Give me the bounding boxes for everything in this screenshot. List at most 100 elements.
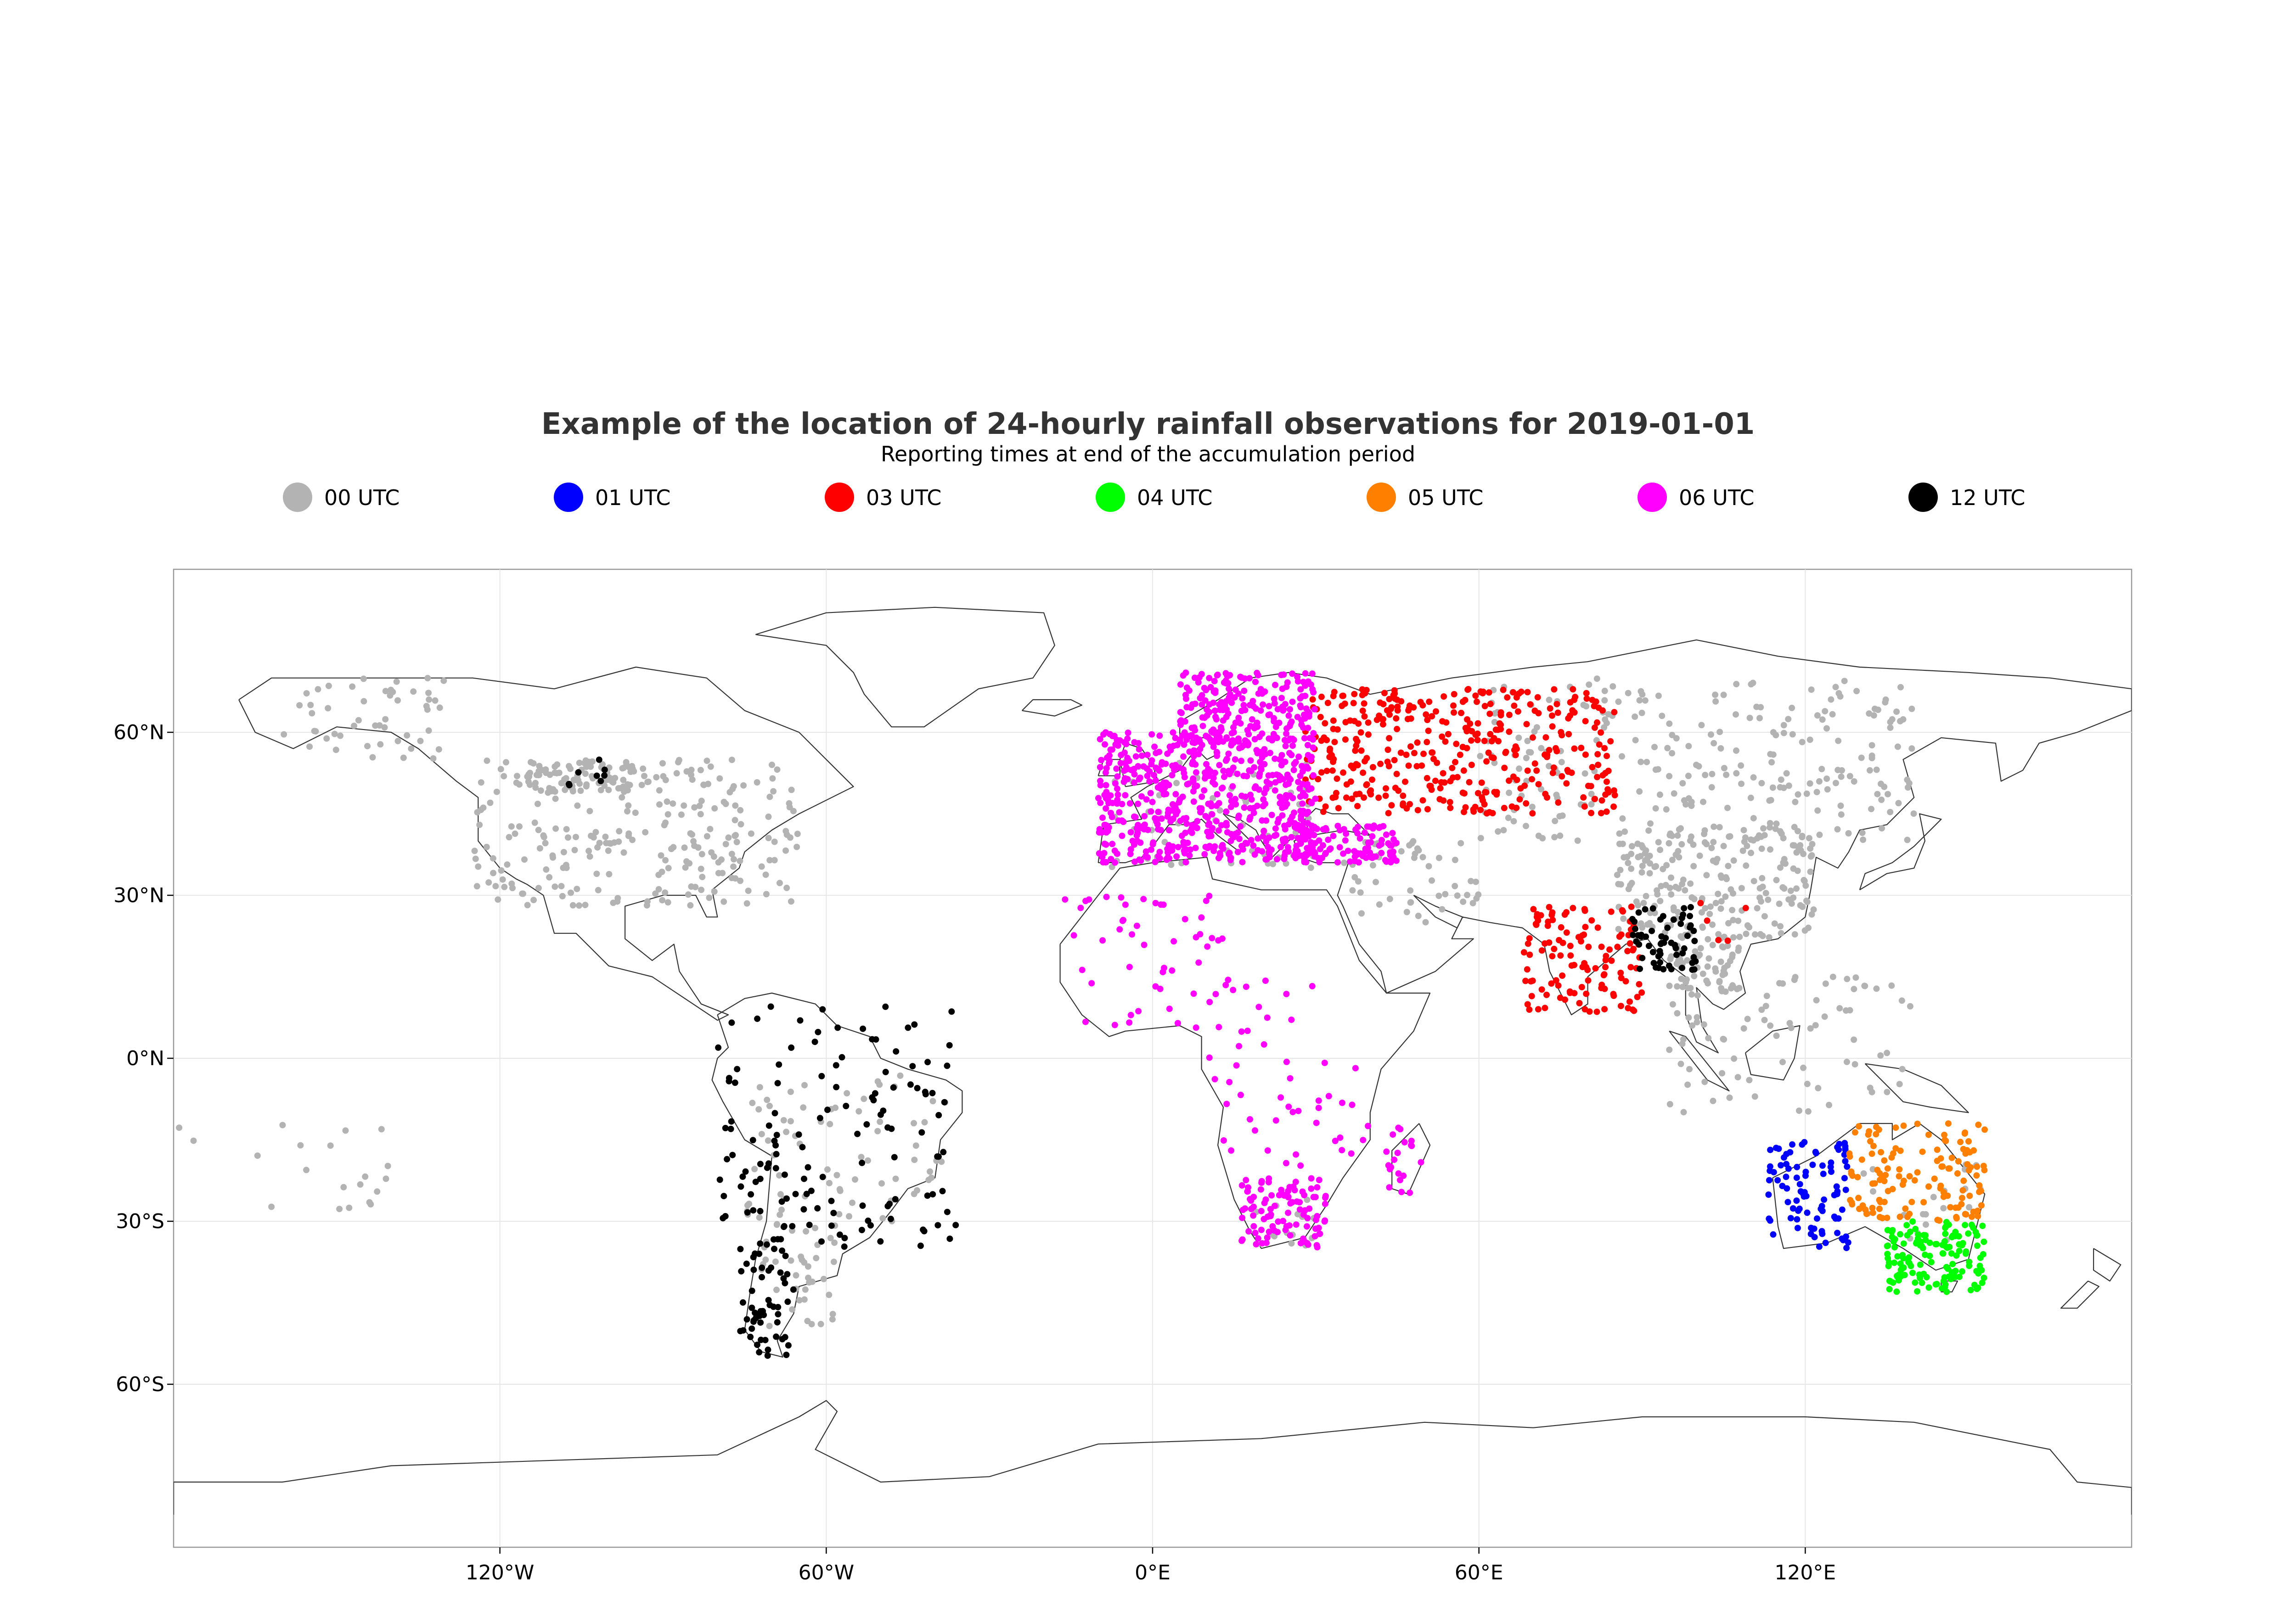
station-point <box>1318 693 1325 700</box>
station-point <box>1171 767 1178 773</box>
station-point <box>743 1260 750 1267</box>
station-point <box>727 1125 734 1132</box>
station-point <box>1192 844 1199 851</box>
station-point <box>1193 782 1200 789</box>
station-point <box>1761 1016 1768 1023</box>
station-point <box>1282 737 1288 743</box>
station-point <box>323 735 330 742</box>
station-point <box>1649 905 1656 912</box>
station-point <box>1265 772 1272 779</box>
station-point <box>1388 842 1395 849</box>
station-point <box>1211 708 1218 714</box>
station-point <box>1703 977 1710 984</box>
station-point <box>1365 844 1372 851</box>
station-point <box>1255 835 1261 842</box>
station-point <box>1805 1108 1812 1115</box>
station-point <box>1655 839 1662 846</box>
station-point <box>1269 1223 1276 1230</box>
station-point <box>1942 1223 1949 1230</box>
station-point <box>1526 1006 1533 1013</box>
station-point <box>1099 937 1106 944</box>
station-point <box>1310 736 1317 743</box>
station-point <box>708 849 715 856</box>
station-point <box>1885 791 1891 797</box>
station-point <box>619 765 626 772</box>
station-point <box>542 766 549 773</box>
station-point <box>1885 1242 1891 1249</box>
station-point <box>1176 738 1183 745</box>
station-point <box>1350 765 1357 772</box>
station-point <box>1874 791 1881 797</box>
station-point <box>1601 697 1608 704</box>
station-point <box>757 1319 764 1326</box>
station-point <box>1700 1021 1707 1028</box>
station-point <box>1334 859 1341 866</box>
station-point <box>670 844 677 851</box>
station-point <box>722 1125 729 1131</box>
station-point <box>1172 735 1179 741</box>
station-point <box>911 1021 918 1028</box>
station-point <box>1250 1223 1257 1230</box>
station-point <box>1283 801 1290 808</box>
station-point <box>1280 1218 1287 1224</box>
station-point <box>336 1206 343 1213</box>
legend-label-0: 00 UTC <box>324 485 400 510</box>
station-point <box>794 831 801 837</box>
station-point <box>1148 761 1155 768</box>
station-point <box>430 755 437 762</box>
station-point <box>867 1222 874 1229</box>
station-point <box>254 1152 261 1159</box>
station-point <box>1283 1058 1290 1065</box>
station-point <box>1642 857 1649 864</box>
station-point <box>1391 757 1398 764</box>
station-point <box>1242 737 1249 744</box>
station-point <box>610 775 617 782</box>
station-point <box>423 702 430 709</box>
station-point <box>1658 883 1665 889</box>
station-point <box>1469 900 1476 907</box>
legend-marker-5 <box>1638 483 1667 512</box>
station-point <box>1683 979 1689 986</box>
station-point <box>1835 737 1842 744</box>
station-point <box>681 844 688 851</box>
station-point <box>1477 807 1484 814</box>
station-point <box>1892 1145 1899 1152</box>
station-point <box>939 1188 946 1195</box>
station-point <box>1213 736 1220 743</box>
station-point <box>1418 762 1425 769</box>
station-point <box>307 702 314 708</box>
station-point <box>1419 854 1426 860</box>
station-point <box>1407 743 1414 750</box>
station-point <box>1302 670 1309 677</box>
station-point <box>1242 707 1249 713</box>
station-point <box>1789 1141 1795 1148</box>
station-point <box>1233 1062 1240 1069</box>
station-point <box>688 766 695 773</box>
station-point <box>1604 786 1611 793</box>
station-point <box>1678 841 1685 848</box>
station-point <box>1192 700 1199 707</box>
station-point <box>722 800 729 807</box>
station-point <box>801 1296 808 1303</box>
station-point <box>1806 780 1813 787</box>
station-point <box>1778 830 1785 837</box>
station-point <box>602 833 609 840</box>
station-point <box>1100 731 1107 738</box>
station-point <box>595 887 602 893</box>
station-point <box>620 849 627 856</box>
station-point <box>769 761 775 768</box>
station-point <box>325 682 332 689</box>
station-point <box>1260 833 1266 840</box>
station-point <box>1109 814 1115 820</box>
station-point <box>1908 745 1915 752</box>
station-point <box>1393 840 1400 847</box>
station-point <box>1310 730 1317 737</box>
station-point <box>1746 714 1753 721</box>
station-point <box>357 1181 364 1188</box>
station-point <box>1904 837 1911 843</box>
station-point <box>1626 998 1633 1005</box>
station-point <box>552 825 559 832</box>
station-point <box>1361 700 1367 707</box>
station-point <box>1172 791 1179 797</box>
station-point <box>514 773 520 780</box>
